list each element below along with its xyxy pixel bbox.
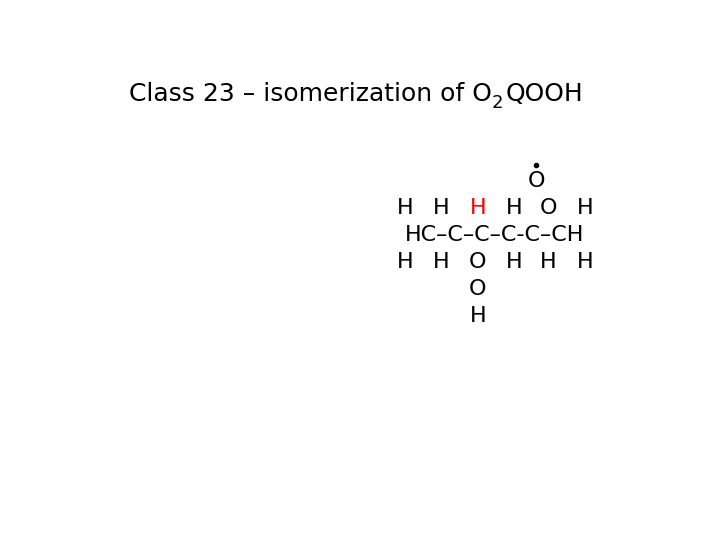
Text: H: H: [469, 306, 486, 326]
Text: HC–C–C–C-C–CH: HC–C–C–C-C–CH: [405, 225, 584, 245]
Text: H: H: [577, 198, 593, 218]
Text: H: H: [505, 252, 523, 272]
Text: O: O: [469, 279, 487, 299]
Text: O: O: [540, 198, 557, 218]
Text: H: H: [433, 198, 450, 218]
Text: Class 23 – isomerization of O: Class 23 – isomerization of O: [129, 82, 492, 106]
Text: O: O: [528, 171, 545, 191]
Text: QOOH: QOOH: [506, 82, 584, 106]
Text: H: H: [577, 252, 593, 272]
Text: H: H: [469, 198, 486, 218]
Text: 2: 2: [492, 94, 503, 112]
Text: H: H: [397, 198, 413, 218]
Text: H: H: [433, 252, 450, 272]
Text: O: O: [469, 252, 487, 272]
Text: H: H: [505, 198, 523, 218]
Text: H: H: [397, 252, 413, 272]
Text: H: H: [541, 252, 557, 272]
